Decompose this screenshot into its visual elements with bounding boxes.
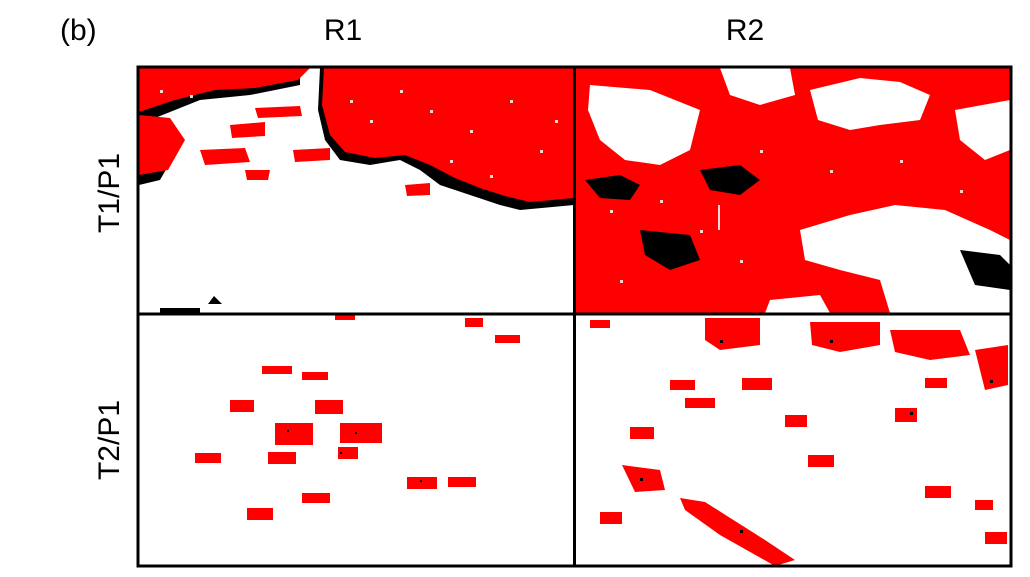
dark-specks — [640, 340, 993, 533]
white-speckle — [610, 150, 963, 283]
white-regions — [588, 68, 1010, 313]
column-label-r2: R2 — [725, 14, 765, 47]
panel-r1-t2p1 — [195, 315, 520, 520]
dark-fragment — [160, 296, 222, 313]
panel-r1-t1p1 — [139, 68, 574, 313]
red-regions — [139, 68, 574, 202]
dark-specks — [287, 430, 422, 482]
white-speckle — [160, 90, 558, 178]
panel-label: (b) — [60, 14, 97, 47]
red-clusters — [590, 318, 1008, 566]
dark-edges — [585, 165, 1010, 290]
column-label-r1: R1 — [323, 14, 363, 47]
red-clusters — [195, 315, 520, 520]
grid-frame — [136, 65, 1013, 568]
panel-r2-t1p1 — [575, 68, 1010, 313]
panel-r2-t2p1 — [590, 318, 1008, 566]
